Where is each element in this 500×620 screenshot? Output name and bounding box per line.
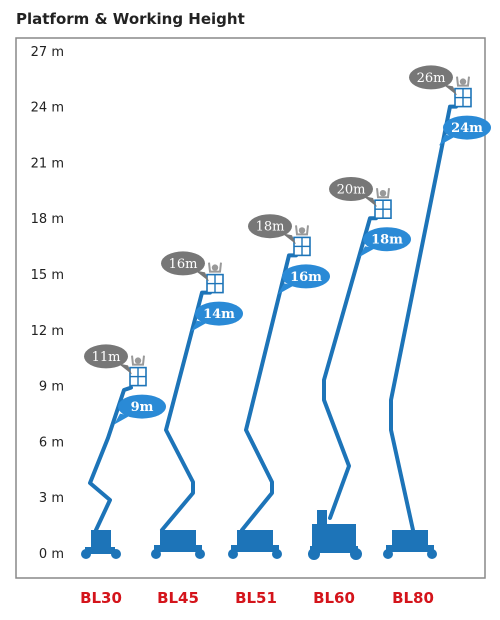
worker-head: [211, 264, 219, 271]
platform-height-bubble: [195, 301, 243, 326]
platform-height-bubble: [282, 264, 330, 289]
y-tick-label: 3 m: [39, 491, 64, 506]
worker-arms: [456, 76, 470, 87]
worker-head: [379, 190, 387, 197]
lift-chassis: [154, 545, 202, 552]
platform-height-bubble-tail: [278, 283, 294, 295]
boom-arm: [240, 253, 298, 532]
lift-base: [237, 530, 273, 548]
working-height-bubble-tail: [195, 270, 209, 282]
platform-height-bubble: [118, 394, 166, 419]
platform-height-bubble: [443, 115, 491, 140]
lift-base: [392, 530, 428, 548]
y-tick-label: 6 m: [39, 435, 64, 450]
worker-arms: [208, 262, 222, 273]
working-height-bubble-label: 26m: [417, 71, 446, 86]
working-height-bubble-tail: [443, 84, 457, 96]
platform-height-bubble-label: 14m: [203, 307, 235, 322]
lift-base: [312, 524, 356, 546]
x-category-label: BL80: [392, 589, 434, 607]
x-category-label: BL51: [235, 589, 277, 607]
worker-arms: [376, 188, 390, 199]
y-tick-label: 18 m: [31, 212, 64, 227]
wheel: [195, 549, 205, 559]
working-height-bubble-label: 11m: [92, 350, 121, 365]
y-tick-label: 0 m: [39, 547, 64, 562]
platform-height-bubble-label: 16m: [290, 270, 322, 285]
worker-arms: [131, 355, 145, 366]
lift-chassis: [85, 547, 115, 554]
wheel: [81, 549, 91, 559]
y-tick-label: 24 m: [31, 101, 64, 116]
chart-title: Platform & Working Height: [16, 10, 245, 28]
lift-chassis: [231, 545, 279, 552]
platform-height-bubble-label: 18m: [371, 233, 403, 248]
lift-bl80: 24m 26m: [383, 65, 491, 559]
platform-height-bubble-tail: [359, 246, 375, 258]
lift-bl30: 9m 11m: [81, 344, 166, 559]
x-category-label: BL45: [157, 589, 199, 607]
plot-frame: [15, 37, 486, 579]
platform-height-bubble-tail: [439, 134, 455, 146]
y-tick-label: 21 m: [31, 156, 64, 171]
working-height-bubble: [161, 251, 205, 276]
lift-mast: [317, 510, 327, 530]
working-height-bubble-tail: [118, 363, 132, 375]
boom-arm: [88, 385, 133, 532]
wheel: [383, 549, 393, 559]
worker-arms: [295, 225, 309, 236]
working-height-bubble: [409, 65, 453, 90]
lift-base: [160, 530, 196, 548]
y-tick-label: 9 m: [39, 380, 64, 395]
lift-bl45: 14m 16m: [151, 251, 243, 559]
platform-height-bubble-tail: [191, 320, 207, 332]
platform-height-bubble: [363, 227, 411, 252]
lift-bl51: 16m 18m: [228, 214, 330, 559]
working-height-bubble: [248, 214, 292, 239]
worker-head: [298, 227, 306, 234]
wheel: [228, 549, 238, 559]
y-tick-label: 12 m: [31, 324, 64, 339]
platform-height-bubble-label: 24m: [451, 121, 483, 136]
worker-head: [459, 78, 467, 85]
working-height-bubble: [329, 177, 373, 201]
wheel: [151, 549, 161, 559]
platform-height-bubble-label: 9m: [131, 400, 154, 415]
lift-chassis: [310, 546, 358, 553]
working-height-bubble-tail: [282, 233, 296, 245]
wheel: [308, 548, 320, 560]
boom-arm: [389, 104, 458, 532]
wheel: [111, 549, 121, 559]
lift-bl60: 18m 20m: [308, 177, 411, 560]
working-height-bubble: [84, 344, 128, 369]
boom-arm: [160, 290, 212, 532]
x-category-label: BL30: [80, 589, 122, 607]
working-height-bubble-label: 20m: [337, 183, 366, 198]
worker-head: [134, 357, 142, 364]
y-tick-label: 15 m: [31, 268, 64, 283]
wheel: [350, 548, 362, 560]
wheel: [272, 549, 282, 559]
working-height-bubble-label: 16m: [169, 257, 198, 272]
boom-arm: [322, 216, 378, 520]
x-category-label: BL60: [313, 589, 355, 607]
working-height-bubble-label: 18m: [256, 220, 285, 235]
platform-height-bubble-tail: [114, 413, 130, 425]
y-tick-label: 27 m: [31, 45, 64, 60]
lift-chassis: [386, 545, 434, 552]
working-height-bubble-tail: [363, 196, 377, 207]
wheel: [427, 549, 437, 559]
